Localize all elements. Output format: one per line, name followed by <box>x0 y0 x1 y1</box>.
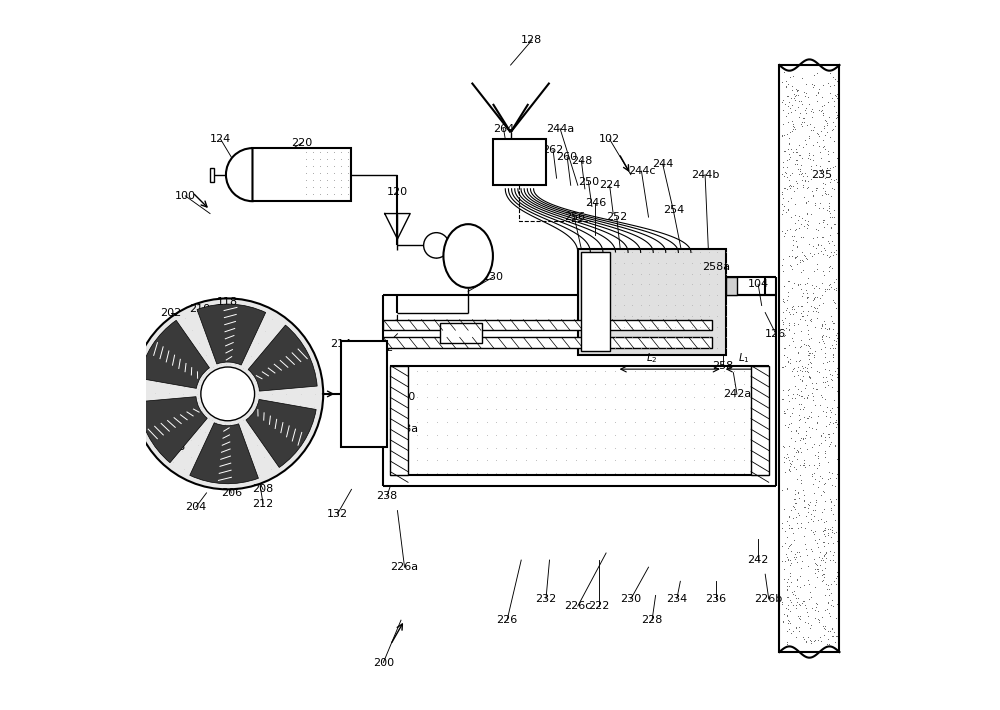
Text: 214: 214 <box>330 339 352 349</box>
Text: 206: 206 <box>221 488 242 498</box>
Text: 204: 204 <box>185 502 207 512</box>
Bar <box>341 341 387 447</box>
Text: 230: 230 <box>620 594 641 604</box>
Text: 228: 228 <box>641 615 663 626</box>
Text: 234: 234 <box>666 594 687 604</box>
Text: 256: 256 <box>564 212 585 222</box>
Text: 210: 210 <box>189 304 210 314</box>
Text: 240: 240 <box>394 393 415 403</box>
Bar <box>779 65 839 652</box>
Text: 222: 222 <box>588 601 610 611</box>
Circle shape <box>201 367 255 421</box>
Text: 104: 104 <box>748 279 769 289</box>
Text: 248: 248 <box>571 155 592 165</box>
Text: 260: 260 <box>557 152 578 162</box>
Bar <box>383 337 712 348</box>
Text: 238a: 238a <box>390 425 419 435</box>
Ellipse shape <box>443 224 493 288</box>
Text: 244c: 244c <box>628 166 655 176</box>
Text: 252: 252 <box>606 212 627 222</box>
Text: 254: 254 <box>663 205 684 215</box>
Bar <box>252 148 351 201</box>
Text: 208: 208 <box>214 466 235 476</box>
Bar <box>726 277 737 295</box>
Text: 235: 235 <box>811 170 832 180</box>
Bar <box>581 253 610 351</box>
Text: 238: 238 <box>376 491 397 501</box>
Bar <box>493 139 546 185</box>
Text: 236: 236 <box>705 594 726 604</box>
Text: 124: 124 <box>210 134 231 144</box>
Wedge shape <box>197 304 266 365</box>
Text: 200: 200 <box>373 657 394 667</box>
Text: 208: 208 <box>164 442 185 452</box>
Text: 242: 242 <box>747 555 769 565</box>
Text: 102: 102 <box>599 134 620 144</box>
Wedge shape <box>190 422 258 484</box>
Circle shape <box>132 298 323 489</box>
Text: 244a: 244a <box>546 124 574 133</box>
Text: 126: 126 <box>765 329 786 339</box>
Text: $L_2$: $L_2$ <box>646 351 658 366</box>
Text: 226a: 226a <box>390 562 419 572</box>
Text: 226b: 226b <box>755 594 783 604</box>
Text: 262: 262 <box>542 145 564 155</box>
Text: 258a: 258a <box>702 261 730 272</box>
Bar <box>578 249 726 355</box>
Text: 244b: 244b <box>691 170 719 180</box>
Text: 244: 244 <box>652 159 673 169</box>
Text: 226c: 226c <box>564 601 591 611</box>
Text: 224: 224 <box>599 180 620 190</box>
Text: 202: 202 <box>161 307 182 317</box>
Text: 264: 264 <box>493 124 514 133</box>
Circle shape <box>424 233 449 258</box>
Bar <box>751 366 769 475</box>
Text: 250: 250 <box>578 177 599 187</box>
Text: 220: 220 <box>291 138 313 148</box>
Wedge shape <box>246 400 316 467</box>
Text: 210: 210 <box>171 421 192 431</box>
Text: 132: 132 <box>327 509 348 519</box>
Bar <box>440 323 482 343</box>
Text: 100: 100 <box>175 191 196 201</box>
Text: 208: 208 <box>252 484 274 494</box>
Bar <box>390 366 408 475</box>
Wedge shape <box>248 325 317 391</box>
Text: 118: 118 <box>217 297 238 307</box>
Wedge shape <box>139 320 209 388</box>
Text: 226: 226 <box>496 615 518 626</box>
Wedge shape <box>138 397 207 463</box>
Text: 120: 120 <box>387 187 408 197</box>
Text: 212: 212 <box>252 498 274 508</box>
Text: 232: 232 <box>535 594 557 604</box>
Text: 246: 246 <box>585 198 606 208</box>
Text: 122: 122 <box>373 343 394 353</box>
Bar <box>383 320 712 330</box>
Text: 242a: 242a <box>723 389 751 399</box>
Wedge shape <box>226 148 252 201</box>
Bar <box>210 168 214 182</box>
Text: 128: 128 <box>521 36 542 45</box>
Text: 130: 130 <box>482 272 503 282</box>
Text: $L_1$: $L_1$ <box>738 351 750 366</box>
Text: 258: 258 <box>712 361 733 371</box>
